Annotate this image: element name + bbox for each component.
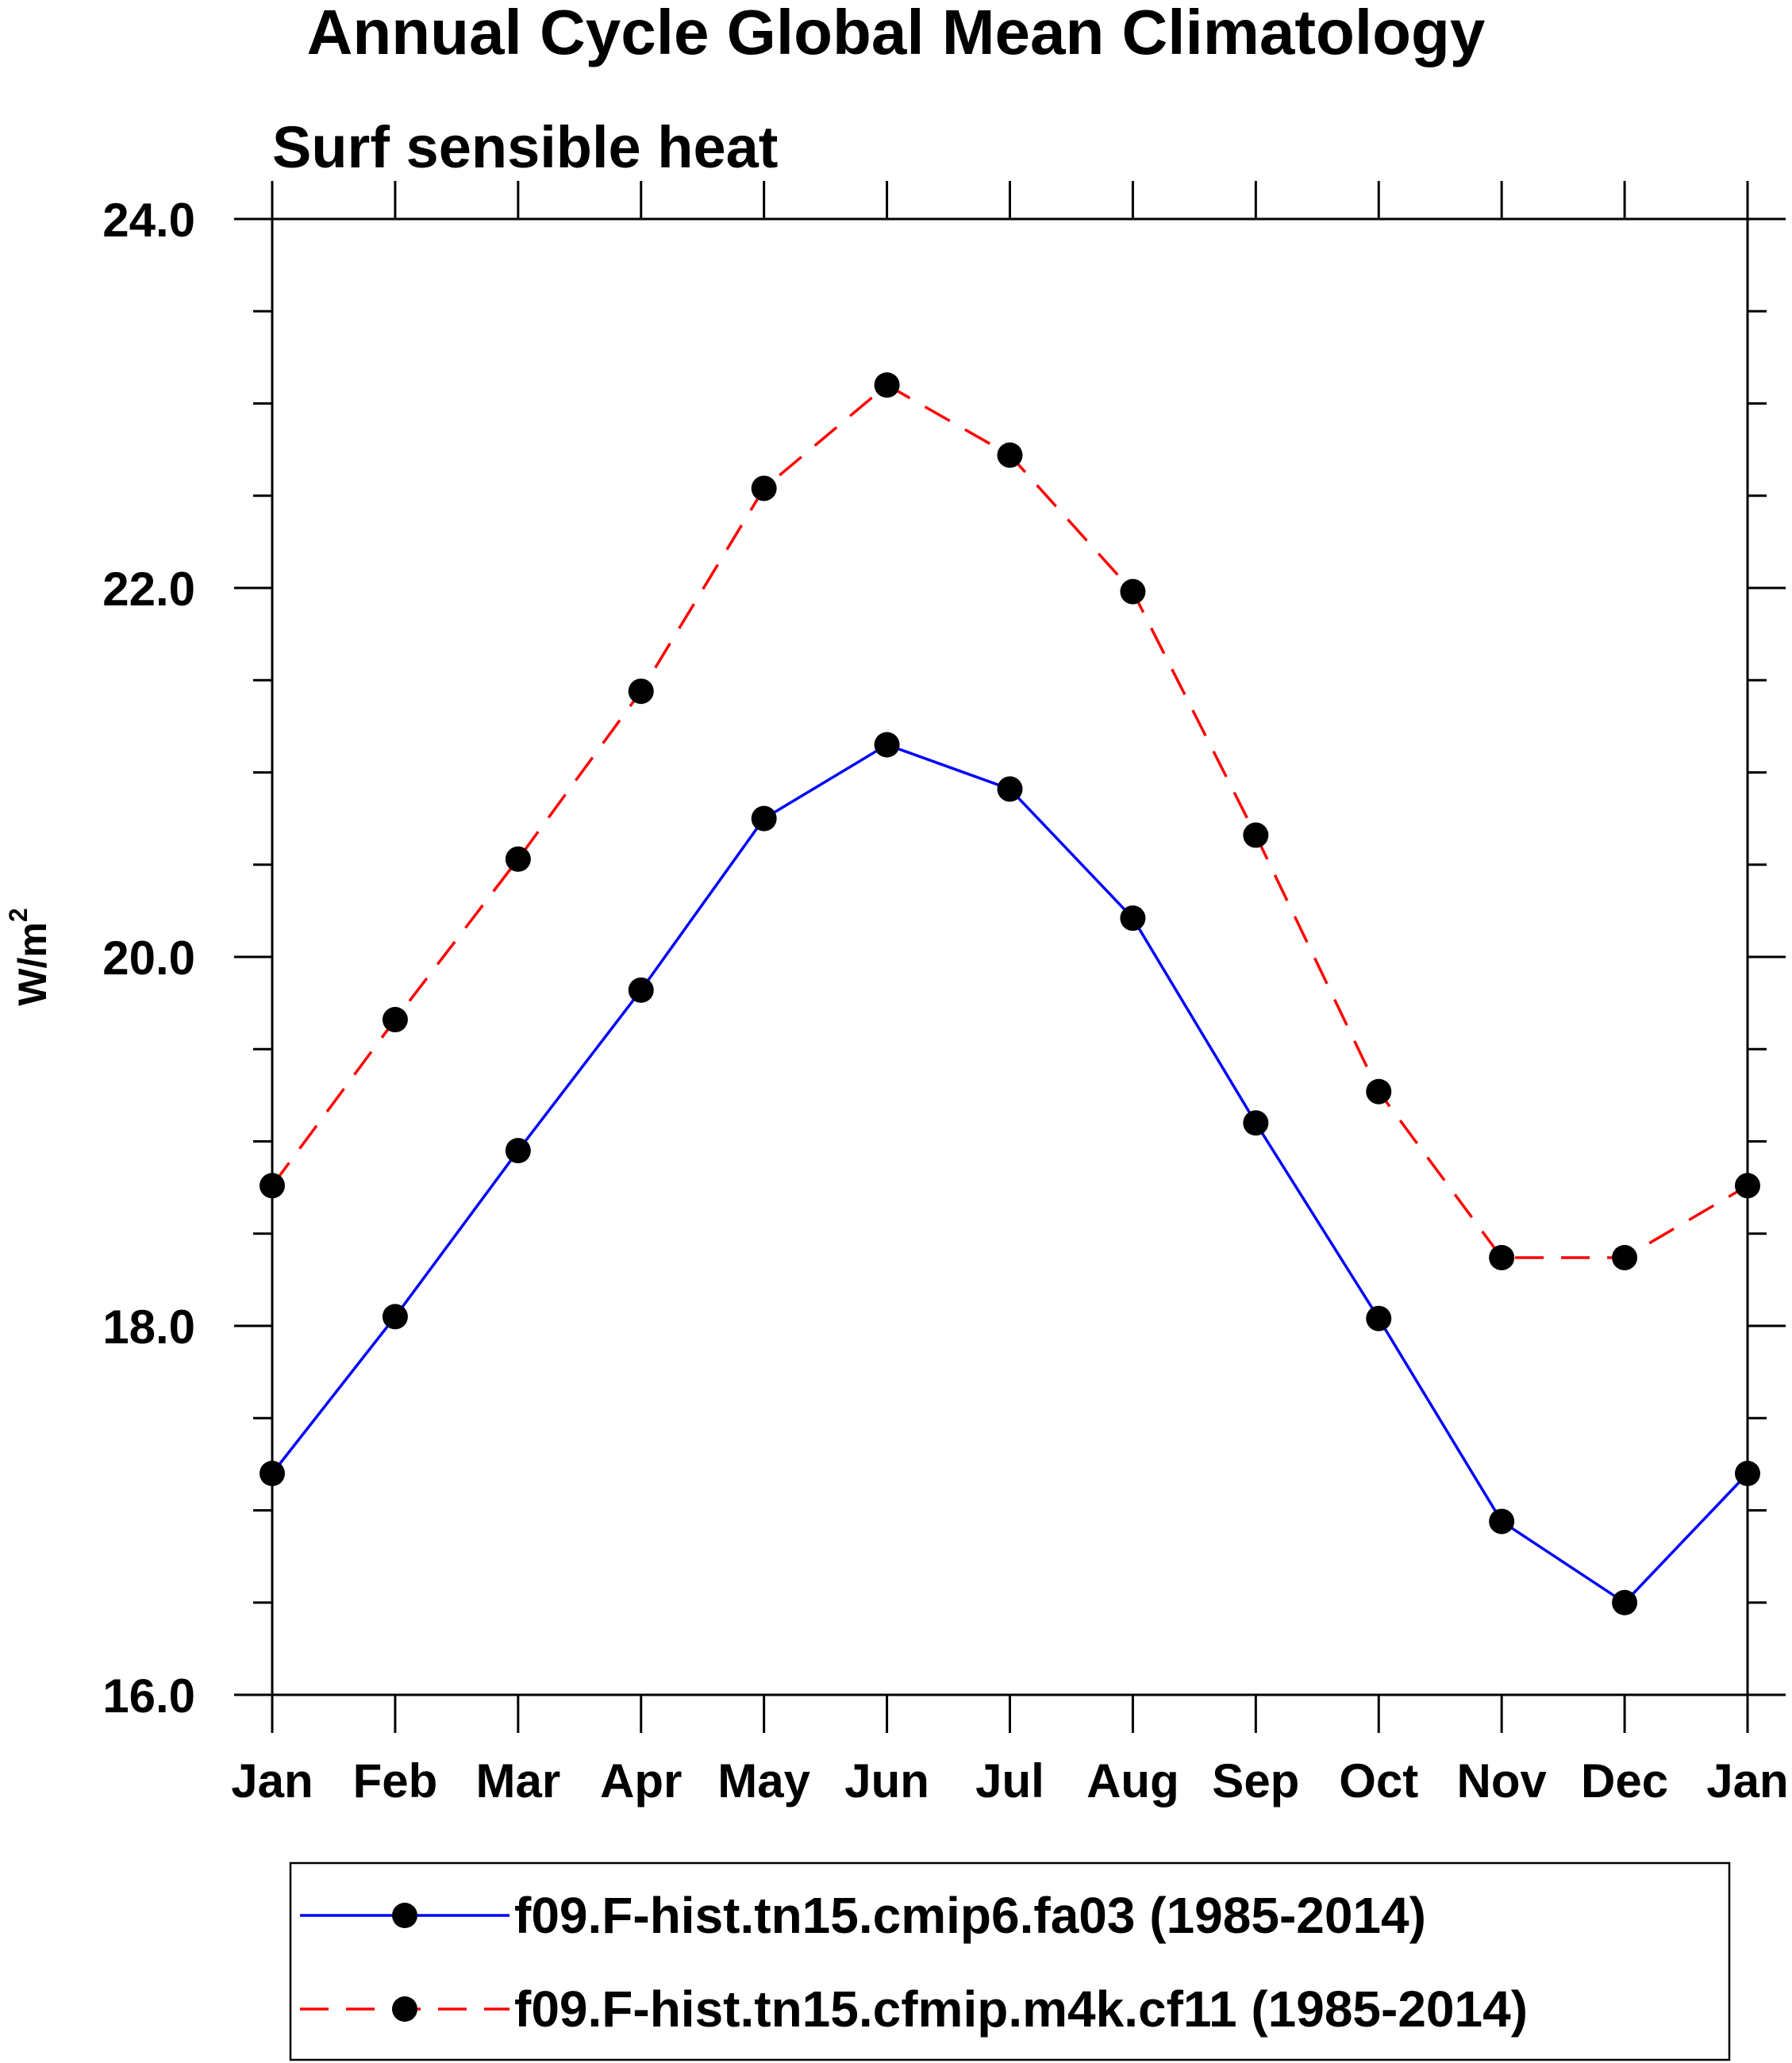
data-point [1366,1306,1391,1331]
data-point [998,776,1023,801]
y-tick-label: 18.0 [102,1300,195,1354]
data-point [1612,1590,1637,1615]
axis-ticks [234,181,1786,1733]
data-point [383,1007,408,1032]
chart: Annual Cycle Global Mean Climatology Sur… [0,0,1792,2063]
data-point [629,978,654,1003]
chart-title: Annual Cycle Global Mean Climatology [307,0,1486,67]
chart-subtitle: Surf sensible heat [272,114,778,180]
x-tick-label: Mar [475,1754,560,1808]
y-axis-label-unit: W/m [10,922,55,1006]
series-2 [260,372,1760,1270]
x-tick-label: Aug [1086,1754,1179,1808]
x-tick-label: Sep [1212,1754,1299,1808]
series-layer [260,372,1760,1615]
x-tick-label: May [717,1754,810,1808]
y-tick-label: 22.0 [102,563,195,616]
legend-marker [392,1996,417,2022]
y-tick-labels: 16.0 18.0 20.0 22.0 24.0 [102,194,195,1723]
x-tick-label: Jan [1706,1754,1788,1808]
data-point [506,847,531,872]
series-line [272,385,1748,1258]
x-tick-label: Jul [975,1754,1044,1808]
x-tick-label: Dec [1581,1754,1668,1808]
data-point [875,732,900,758]
y-tick-label: 24.0 [102,194,195,247]
data-point [998,443,1023,468]
data-point [629,678,654,704]
data-point [1120,579,1145,605]
x-tick-label: Jun [844,1754,929,1808]
data-point [260,1461,285,1486]
y-tick-label: 16.0 [102,1669,195,1723]
data-point [260,1173,285,1198]
y-axis-label: W/m2 [4,908,55,1005]
data-point [1735,1173,1760,1198]
plot-frame [272,219,1748,1695]
x-tick-labels: Jan Feb Mar Apr May Jun Jul Aug Sep Oct Nov Dec Jan [231,1754,1788,1808]
data-point [1489,1508,1514,1534]
x-tick-label: Jan [231,1754,313,1808]
data-point [383,1304,408,1329]
data-point [1366,1079,1391,1104]
legend-label: f09.F-hist.tn15.cmip6.fa03 (1985-2014) [514,1887,1426,1944]
data-point [1489,1245,1514,1270]
y-axis-label-superscript: 2 [4,908,33,922]
series-1 [260,732,1760,1615]
data-point [752,806,777,832]
data-point [506,1138,531,1163]
data-point [1243,823,1268,848]
legend-label: f09.F-hist.tn15.cfmip.m4k.cf11 (1985-201… [514,1980,1528,2038]
data-point [875,372,900,398]
x-tick-label: Oct [1339,1754,1418,1808]
legend-marker [392,1903,417,1928]
data-point [1243,1110,1268,1135]
series-line [272,745,1748,1603]
y-tick-label: 20.0 [102,932,195,985]
data-point [752,475,777,501]
data-point [1612,1245,1637,1270]
data-point [1735,1461,1760,1486]
x-tick-label: Feb [353,1754,438,1808]
data-point [1120,905,1145,931]
x-tick-label: Apr [600,1754,682,1808]
x-tick-label: Nov [1456,1754,1547,1808]
